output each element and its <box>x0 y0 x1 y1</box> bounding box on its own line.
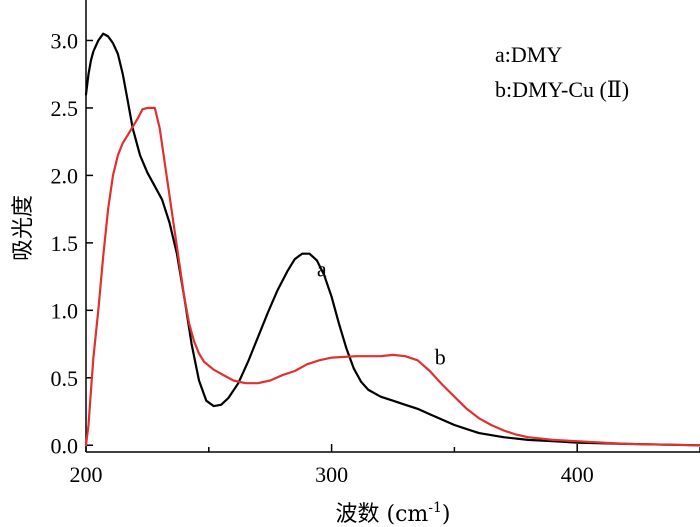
y-tick-label: 2.5 <box>51 96 79 121</box>
x-axis-title: 波数 (cm-1) <box>336 500 451 527</box>
series-group <box>84 32 700 447</box>
y-axis-title: 吸光度 <box>11 195 36 261</box>
y-tick-label: 2.0 <box>51 163 79 188</box>
series-label-b: b <box>435 344 446 369</box>
y-tick-label: 0.5 <box>51 366 79 391</box>
x-tick-label: 200 <box>70 462 103 487</box>
x-axis-title-main: 波数 (cm <box>336 502 429 527</box>
series-labels: ab <box>317 257 446 370</box>
legend-entry-b: b:DMY-Cu (Ⅱ) <box>495 77 629 102</box>
legend-entry-a: a:DMY <box>495 42 562 67</box>
series-line-a <box>84 32 700 447</box>
x-tick-label: 300 <box>315 462 348 487</box>
x-axis-title-superscript: -1 <box>428 500 442 516</box>
x-axis-ticks: 200 300 400 <box>70 444 700 487</box>
y-tick-label: 1.5 <box>51 231 79 256</box>
y-axis-ticks: 0.0 0.5 1.0 1.5 2.0 2.5 3.0 <box>51 28 93 458</box>
series-label-a: a <box>317 257 327 282</box>
y-tick-label: 0.0 <box>51 433 79 458</box>
y-tick-label: 3.0 <box>51 28 79 53</box>
x-tick-label: 400 <box>561 462 594 487</box>
x-axis-title-close: ) <box>442 502 451 527</box>
y-tick-label: 1.0 <box>51 298 79 323</box>
series-line-b <box>84 106 700 447</box>
